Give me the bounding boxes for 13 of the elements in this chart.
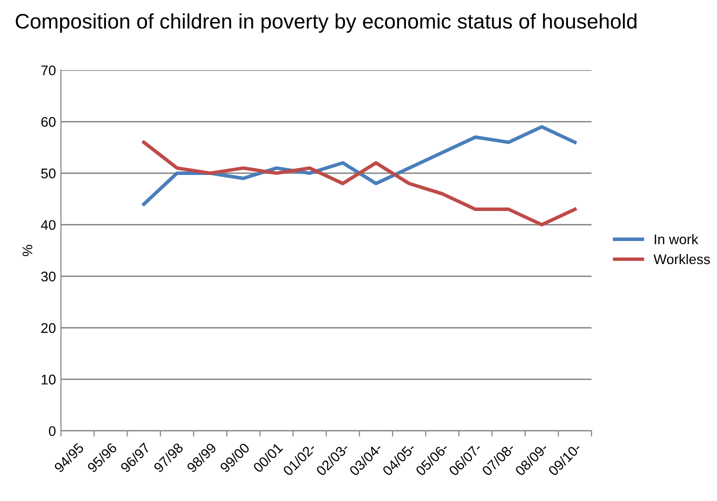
y-tick-label: 20 <box>41 323 56 333</box>
y-tick-label: 10 <box>42 374 56 384</box>
y-tick-label: 40 <box>40 220 56 230</box>
y-tick-label: 60 <box>41 117 56 127</box>
legend-label: In work <box>654 234 698 244</box>
y-tick-label: 70 <box>41 65 56 76</box>
y-axis-title: % <box>22 244 32 256</box>
chart-title: Composition of children in poverty by economic status of household <box>16 13 636 33</box>
y-tick-label: 50 <box>41 168 56 178</box>
line-series <box>142 140 577 226</box>
y-tick-label: 30 <box>41 272 56 282</box>
y-tick-label: 0 <box>48 426 56 436</box>
legend-label: Workless <box>654 254 710 264</box>
